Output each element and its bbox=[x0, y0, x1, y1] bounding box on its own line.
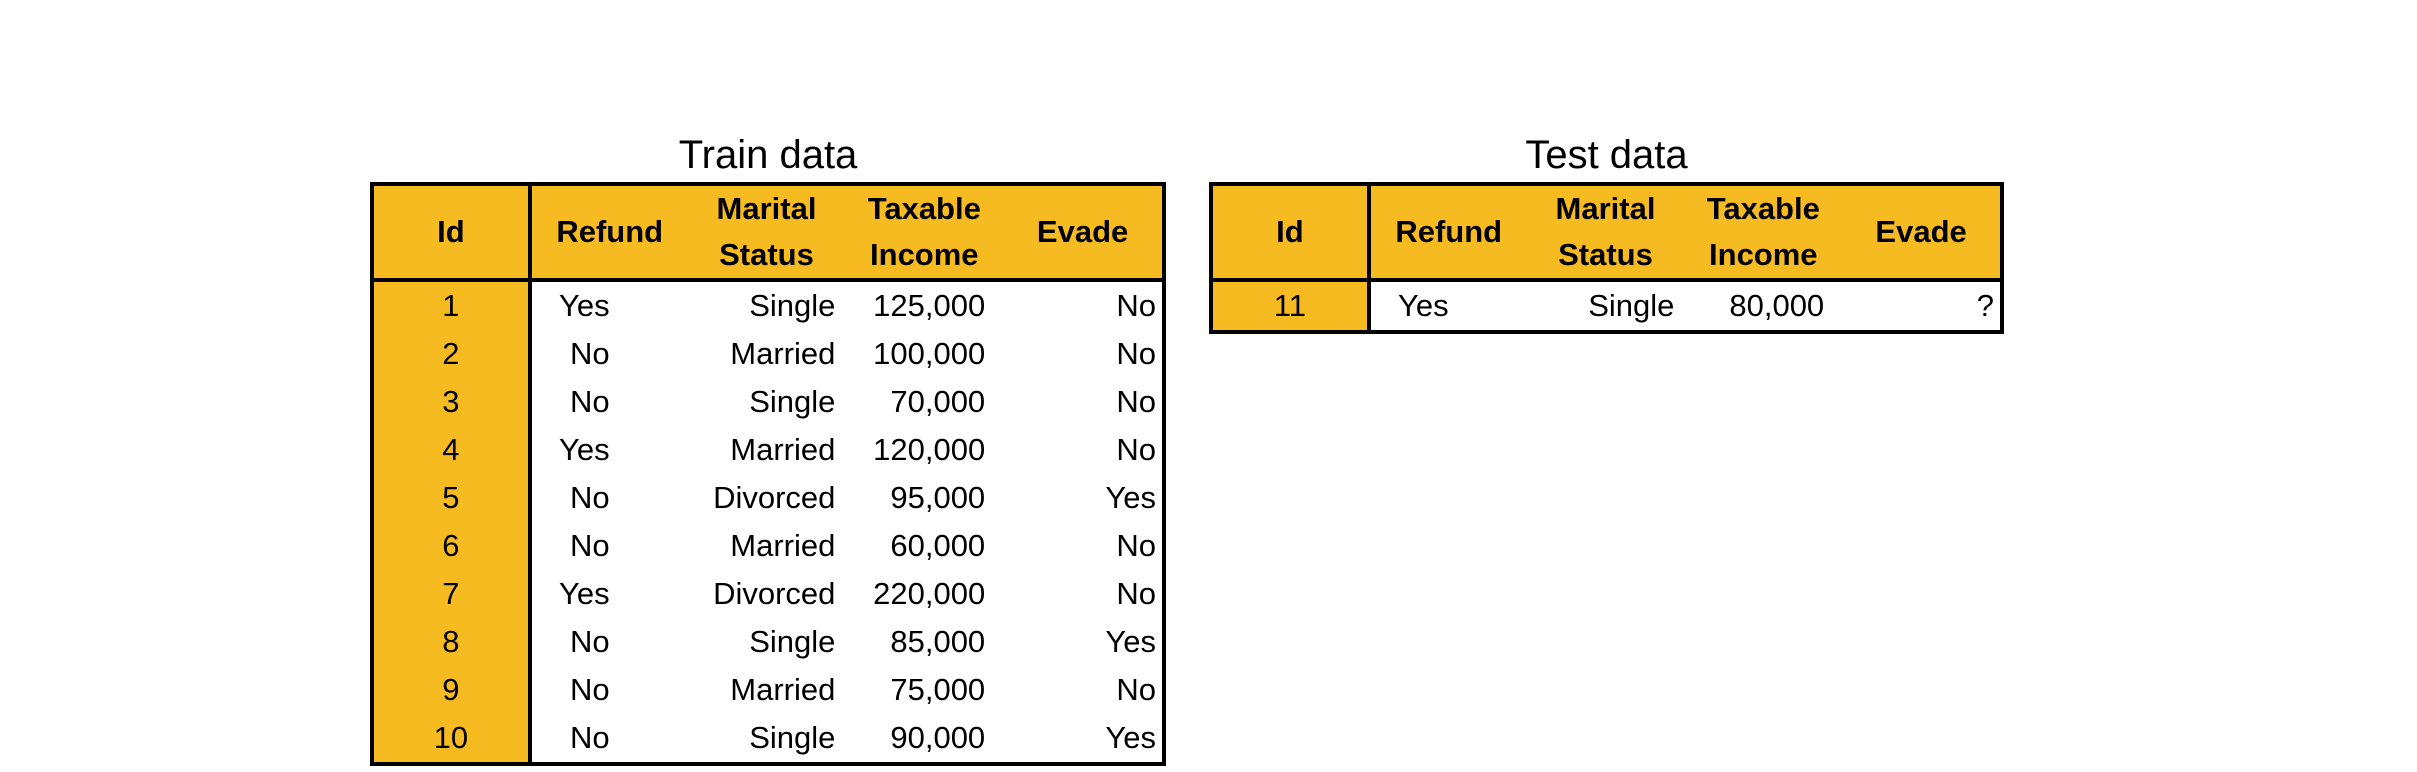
train-marital-status-cell: Single bbox=[749, 624, 836, 659]
train-id-cell: 9 bbox=[372, 666, 532, 714]
train-table-row: 3 No Single 70,000 No bbox=[372, 378, 1164, 426]
train-id-cell: 1 bbox=[372, 280, 532, 330]
train-table-row: 6 No Married 60,000 No bbox=[372, 522, 1164, 570]
train-table-row: 2 No Married 100,000 No bbox=[372, 330, 1164, 378]
train-header-id: Id bbox=[372, 184, 532, 282]
train-id-cell: 4 bbox=[372, 426, 532, 474]
test-header-refund: Refund bbox=[1368, 184, 1527, 282]
train-header-row: Id Refund Marital Status Taxable Income Ev… bbox=[372, 184, 1164, 282]
test-header-marital-line1: Marital bbox=[1555, 191, 1656, 226]
train-marital-status-cell: Married bbox=[730, 528, 836, 563]
train-marital-status-cell: Married bbox=[730, 432, 836, 467]
train-table-row: 7 Yes Divorced 220,000 No bbox=[372, 570, 1164, 618]
train-data-block: Train data Id Refund Marital Status Taxab… bbox=[370, 128, 1166, 766]
train-refund-cell: No bbox=[569, 336, 610, 371]
train-evade-cell: No bbox=[1116, 432, 1156, 467]
train-table-row: 10 No Single 90,000 Yes bbox=[372, 714, 1164, 764]
test-data-table: Id Refund Marital Status Taxable Income Ev… bbox=[1209, 182, 2004, 334]
train-refund-cell: No bbox=[569, 480, 610, 515]
train-taxable-income-cell: 60,000 bbox=[890, 528, 986, 563]
train-id-cell: 3 bbox=[372, 378, 532, 426]
test-table-title: Test data bbox=[1525, 133, 1688, 177]
test-header-marital-status: Marital Status bbox=[1526, 184, 1685, 282]
train-evade-cell: Yes bbox=[1105, 720, 1156, 755]
test-header-taxable-income: Taxable Income bbox=[1684, 184, 1843, 282]
train-refund-cell: No bbox=[569, 720, 610, 755]
train-table-row: 4 Yes Married 120,000 No bbox=[372, 426, 1164, 474]
train-refund-cell: No bbox=[569, 384, 610, 419]
train-header-income-line2: Income bbox=[870, 237, 979, 272]
train-evade-cell: No bbox=[1116, 576, 1156, 611]
test-header-income-line1: Taxable bbox=[1706, 191, 1820, 226]
train-taxable-income-cell: 70,000 bbox=[890, 384, 986, 419]
train-marital-status-cell: Single bbox=[749, 720, 836, 755]
train-refund-cell: No bbox=[569, 672, 610, 707]
train-id-cell: 2 bbox=[372, 330, 532, 378]
train-header-income-line1: Taxable bbox=[867, 191, 981, 226]
train-marital-status-cell: Married bbox=[730, 672, 836, 707]
train-refund-cell: Yes bbox=[559, 576, 610, 611]
train-taxable-income-cell: 95,000 bbox=[890, 480, 986, 515]
train-header-marital-status: Marital Status bbox=[687, 184, 846, 282]
train-id-cell: 7 bbox=[372, 570, 532, 618]
train-id-cell: 6 bbox=[372, 522, 532, 570]
train-taxable-income-cell: 220,000 bbox=[873, 576, 986, 611]
test-taxable-income-cell: 80,000 bbox=[1729, 288, 1825, 323]
train-taxable-income-cell: 120,000 bbox=[873, 432, 986, 467]
train-marital-status-cell: Single bbox=[749, 384, 836, 419]
train-taxable-income-cell: 100,000 bbox=[873, 336, 986, 371]
train-taxable-income-cell: 90,000 bbox=[890, 720, 986, 755]
train-marital-status-cell: Single bbox=[749, 288, 836, 323]
train-evade-cell: Yes bbox=[1105, 480, 1156, 515]
test-header-row: Id Refund Marital Status Taxable Income Ev… bbox=[1211, 184, 2002, 282]
test-header-marital-line2: Status bbox=[1558, 237, 1653, 272]
train-evade-cell: No bbox=[1116, 384, 1156, 419]
train-marital-status-cell: Divorced bbox=[713, 480, 836, 515]
train-table-row: 8 No Single 85,000 Yes bbox=[372, 618, 1164, 666]
test-marital-status-cell: Single bbox=[1588, 288, 1675, 323]
train-id-cell: 8 bbox=[372, 618, 532, 666]
train-table-row: 9 No Married 75,000 No bbox=[372, 666, 1164, 714]
train-refund-cell: Yes bbox=[559, 288, 610, 323]
test-header-income-line2: Income bbox=[1709, 237, 1818, 272]
train-refund-cell: No bbox=[569, 624, 610, 659]
test-header-evade: Evade bbox=[1842, 184, 2002, 282]
train-taxable-income-cell: 125,000 bbox=[873, 288, 986, 323]
train-header-taxable-income: Taxable Income bbox=[845, 184, 1004, 282]
train-marital-status-cell: Married bbox=[730, 336, 836, 371]
train-refund-cell: Yes bbox=[559, 432, 610, 467]
train-header-marital-line1: Marital bbox=[716, 191, 817, 226]
train-header-marital-line2: Status bbox=[719, 237, 814, 272]
train-header-refund: Refund bbox=[529, 184, 688, 282]
train-table-row: 1 Yes Single 125,000 No bbox=[372, 280, 1164, 330]
train-evade-cell: No bbox=[1116, 528, 1156, 563]
train-evade-cell: Yes bbox=[1105, 624, 1156, 659]
train-refund-cell: No bbox=[569, 528, 610, 563]
test-table-row: 11 Yes Single 80,000? bbox=[1211, 280, 2002, 332]
train-data-table: Id Refund Marital Status Taxable Income Ev… bbox=[370, 182, 1166, 766]
train-taxable-income-cell: 75,000 bbox=[890, 672, 986, 707]
train-taxable-income-cell: 85,000 bbox=[890, 624, 986, 659]
train-marital-status-cell: Divorced bbox=[713, 576, 836, 611]
test-evade-cell: ? bbox=[1976, 288, 1994, 323]
test-id-cell: 11 bbox=[1211, 280, 1371, 332]
train-evade-cell: No bbox=[1116, 288, 1156, 323]
test-data-block: Test data Id Refund Marital Status Taxabl… bbox=[1209, 128, 2004, 334]
train-table-row: 5 No Divorced 95,000 Yes bbox=[372, 474, 1164, 522]
test-refund-cell: Yes bbox=[1398, 288, 1449, 323]
train-id-cell: 5 bbox=[372, 474, 532, 522]
test-header-id: Id bbox=[1211, 184, 1371, 282]
train-header-evade: Evade bbox=[1003, 184, 1164, 282]
train-evade-cell: No bbox=[1116, 672, 1156, 707]
train-id-cell: 10 bbox=[372, 714, 532, 764]
train-evade-cell: No bbox=[1116, 336, 1156, 371]
train-table-title: Train data bbox=[678, 133, 858, 177]
